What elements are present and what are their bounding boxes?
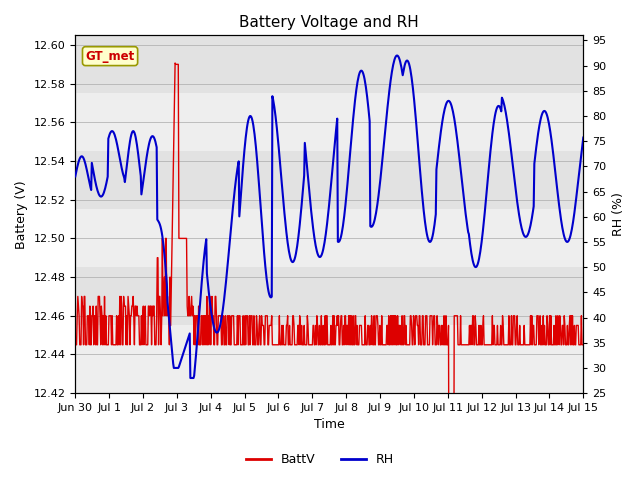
Bar <box>76 36 583 93</box>
Title: Battery Voltage and RH: Battery Voltage and RH <box>239 15 419 30</box>
Y-axis label: RH (%): RH (%) <box>612 192 625 236</box>
Bar <box>76 151 583 209</box>
Bar <box>76 325 583 393</box>
Y-axis label: Battery (V): Battery (V) <box>15 180 28 249</box>
Legend: BattV, RH: BattV, RH <box>241 448 399 471</box>
X-axis label: Time: Time <box>314 419 345 432</box>
Bar <box>76 209 583 267</box>
Text: GT_met: GT_met <box>85 49 134 63</box>
Bar <box>76 267 583 325</box>
Bar <box>76 93 583 151</box>
